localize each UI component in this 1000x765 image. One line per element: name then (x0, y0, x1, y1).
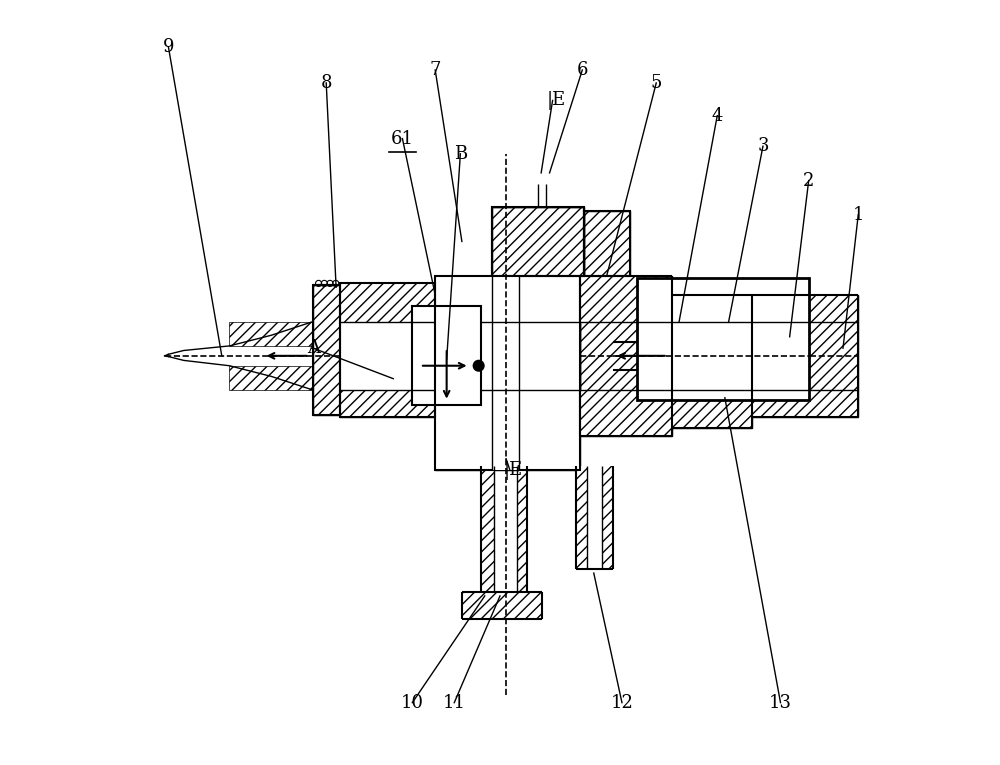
Bar (340, 283, 435, 417)
Bar (584, 211, 630, 276)
Text: 6: 6 (577, 61, 588, 79)
Bar (229, 366, 313, 390)
Bar (752, 390, 858, 417)
Bar (752, 295, 858, 417)
Text: |E: |E (504, 461, 523, 480)
Bar (587, 467, 602, 569)
Bar (340, 321, 435, 390)
Text: |E: |E (547, 91, 566, 110)
Text: 9: 9 (163, 38, 174, 56)
Bar (435, 276, 492, 325)
Bar (637, 278, 809, 400)
Bar (492, 207, 584, 276)
Text: A: A (307, 339, 320, 357)
Text: 11: 11 (443, 694, 466, 711)
Bar (229, 321, 313, 346)
Bar (580, 276, 672, 321)
Bar (313, 285, 340, 415)
Bar (576, 467, 613, 569)
Bar (340, 390, 435, 417)
Bar (313, 285, 340, 415)
Bar (519, 276, 580, 325)
Text: 2: 2 (803, 171, 814, 190)
Text: 61: 61 (391, 129, 414, 148)
Bar (672, 295, 752, 428)
Text: B: B (454, 145, 467, 163)
Bar (462, 592, 542, 619)
Bar (435, 276, 580, 470)
Text: 5: 5 (651, 74, 662, 92)
Bar (519, 390, 580, 470)
Bar (752, 295, 858, 321)
Bar (340, 283, 435, 417)
Text: 13: 13 (769, 694, 792, 711)
Text: 1: 1 (852, 206, 864, 224)
Bar (412, 306, 481, 405)
Bar (672, 390, 752, 428)
Bar (435, 390, 492, 470)
Bar (492, 276, 519, 470)
Bar (435, 276, 580, 470)
Bar (517, 467, 527, 592)
Text: 12: 12 (611, 694, 633, 711)
Bar (672, 295, 752, 321)
Text: 8: 8 (320, 74, 332, 92)
Bar (580, 390, 672, 436)
Bar (492, 207, 584, 276)
Text: 7: 7 (430, 61, 441, 79)
Bar (481, 467, 494, 592)
Bar (435, 321, 580, 390)
Bar (340, 283, 435, 321)
Text: 3: 3 (757, 137, 769, 155)
Text: 4: 4 (712, 107, 723, 125)
Text: 10: 10 (401, 694, 424, 711)
Bar (580, 276, 672, 436)
Circle shape (473, 360, 484, 371)
Bar (584, 211, 630, 276)
